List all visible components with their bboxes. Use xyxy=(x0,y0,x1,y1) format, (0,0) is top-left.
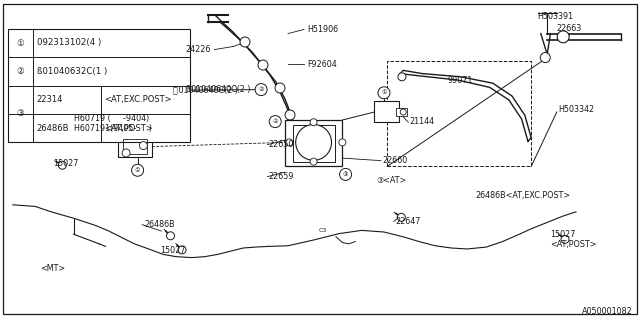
Text: ß01040640C(2 ): ß01040640C(2 ) xyxy=(186,85,250,94)
Bar xyxy=(293,125,335,162)
Text: ②: ② xyxy=(259,87,264,92)
Circle shape xyxy=(258,60,268,70)
Circle shape xyxy=(340,168,351,180)
Circle shape xyxy=(122,149,130,157)
Text: <AT,POST>: <AT,POST> xyxy=(550,240,597,249)
Text: 15027: 15027 xyxy=(550,230,576,239)
Text: A050001082: A050001082 xyxy=(582,307,632,316)
Text: H60719 (     -9404): H60719 ( -9404) xyxy=(74,114,149,123)
Circle shape xyxy=(58,161,67,169)
Text: ß01040632C(1 ): ß01040632C(1 ) xyxy=(37,67,108,76)
Text: H503342: H503342 xyxy=(558,105,594,114)
Circle shape xyxy=(275,83,285,93)
Circle shape xyxy=(178,246,186,254)
Text: 092313102(4 ): 092313102(4 ) xyxy=(37,38,102,47)
Circle shape xyxy=(255,84,267,96)
Text: 22660: 22660 xyxy=(383,156,408,165)
Text: ②: ② xyxy=(273,119,278,124)
Text: ②: ② xyxy=(17,67,24,76)
Text: 22659: 22659 xyxy=(269,172,294,181)
Circle shape xyxy=(378,87,390,99)
Text: 15027: 15027 xyxy=(160,246,186,255)
Circle shape xyxy=(561,236,569,244)
Circle shape xyxy=(285,110,295,120)
Circle shape xyxy=(286,139,292,146)
Text: F92604: F92604 xyxy=(307,60,337,68)
Bar xyxy=(8,29,190,142)
Text: <MT>: <MT> xyxy=(40,264,65,273)
Bar xyxy=(387,61,531,166)
Circle shape xyxy=(398,73,406,81)
Text: ①: ① xyxy=(135,168,140,173)
Text: 15027: 15027 xyxy=(53,159,79,168)
Circle shape xyxy=(296,124,332,160)
Circle shape xyxy=(557,31,569,43)
Circle shape xyxy=(240,37,250,47)
Text: H51906: H51906 xyxy=(307,25,339,34)
Text: <AT,POST>: <AT,POST> xyxy=(104,124,152,133)
Circle shape xyxy=(140,141,147,150)
Text: 22663: 22663 xyxy=(557,24,582,33)
Circle shape xyxy=(400,109,406,115)
Bar xyxy=(123,139,147,154)
Circle shape xyxy=(132,164,143,176)
Bar xyxy=(285,120,342,166)
Text: 22650: 22650 xyxy=(269,140,294,149)
Circle shape xyxy=(166,232,175,240)
Text: 26486B: 26486B xyxy=(36,124,68,133)
Circle shape xyxy=(269,116,281,128)
Text: 26486B: 26486B xyxy=(144,220,175,229)
Text: Ⓑ 01040640C(2 ): Ⓑ 01040640C(2 ) xyxy=(173,86,237,95)
Circle shape xyxy=(310,119,317,126)
Text: 26486B<AT,EXC.POST>: 26486B<AT,EXC.POST> xyxy=(475,191,570,200)
Text: 21144: 21144 xyxy=(410,117,435,126)
Text: ③: ③ xyxy=(343,172,348,177)
Circle shape xyxy=(540,52,550,63)
Text: 22314: 22314 xyxy=(36,95,63,104)
Circle shape xyxy=(310,158,317,165)
Text: ①: ① xyxy=(17,38,24,47)
Text: ①: ① xyxy=(381,90,387,95)
Circle shape xyxy=(290,133,300,143)
Text: ③: ③ xyxy=(17,109,24,118)
Text: 24226: 24226 xyxy=(186,45,211,54)
Text: 99071: 99071 xyxy=(448,76,474,84)
Circle shape xyxy=(339,139,346,146)
Bar xyxy=(374,101,399,122)
Text: H607191(9405-     ): H607191(9405- ) xyxy=(74,124,152,133)
Text: C3: C3 xyxy=(319,228,328,233)
Text: ③<AT>: ③<AT> xyxy=(376,176,406,185)
Bar xyxy=(396,108,407,116)
Text: 22647: 22647 xyxy=(396,217,421,226)
Bar xyxy=(118,136,152,157)
Circle shape xyxy=(397,213,405,221)
Text: <AT,EXC.POST>: <AT,EXC.POST> xyxy=(104,95,172,104)
Text: H503391: H503391 xyxy=(538,12,573,20)
